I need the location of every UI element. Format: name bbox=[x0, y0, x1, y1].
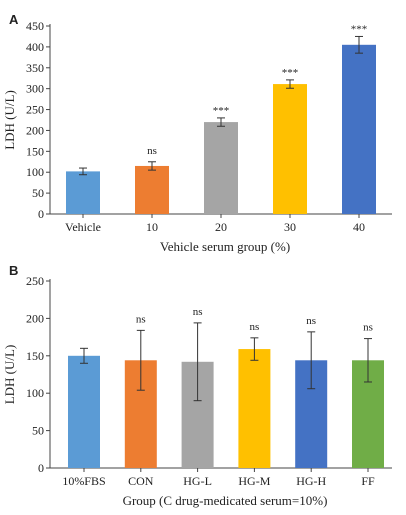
panel-b-category-label-4: HG-H bbox=[296, 474, 326, 488]
panel-b-annotation-3: ns bbox=[250, 321, 260, 333]
panel-b-category-label-1: CON bbox=[128, 474, 154, 488]
panel-b: B 0 50 100 150 200 250 10%FBS ns CON ns HG-L ns HG-M n… bbox=[2, 263, 392, 508]
panel-b-category-label-2: HG-L bbox=[183, 474, 212, 488]
panel-a-x-axis-title: Vehicle serum group (%) bbox=[160, 239, 290, 254]
panel-b-y-tick-label: 0 bbox=[38, 461, 44, 475]
panel-a-annotation-1: ns bbox=[147, 145, 157, 157]
panel-a-annotation-3: *** bbox=[282, 67, 299, 79]
panel-a-bar-0 bbox=[66, 171, 100, 214]
panel-b-x-axis-title: Group (C drug-medicated serum=10%) bbox=[123, 493, 328, 508]
panel-b-error-bar-4 bbox=[307, 331, 316, 390]
panel-a-category-label-3: 30 bbox=[284, 220, 296, 234]
panel-b-error-bar-0 bbox=[80, 347, 88, 364]
panel-b-annotation-1: ns bbox=[136, 313, 146, 325]
panel-a-y-tick-label: 200 bbox=[26, 123, 44, 137]
panel-a-bar-4 bbox=[342, 44, 376, 214]
panel-a-y-tick-label: 450 bbox=[26, 19, 44, 33]
panel-b-category-label-3: HG-M bbox=[238, 474, 270, 488]
panel-a-y-tick-label: 250 bbox=[26, 103, 44, 117]
panel-b-y-tick-label: 200 bbox=[26, 311, 44, 325]
panel-a-annotation-4: *** bbox=[351, 23, 368, 35]
panel-a-category-label-4: 40 bbox=[353, 220, 365, 234]
panel-b-y-tick-label: 50 bbox=[32, 424, 44, 438]
panel-b-y-axis-title: LDH (U/L) bbox=[2, 345, 17, 405]
panel-b-y-tick-label: 150 bbox=[26, 349, 44, 363]
panel-a-annotation-2: *** bbox=[213, 105, 230, 117]
panel-a-letter: A bbox=[9, 12, 19, 27]
panel-b-category-label-5: FF bbox=[361, 474, 375, 488]
panel-a-error-bar-3 bbox=[286, 79, 294, 89]
panel-a-y-tick-label: 400 bbox=[26, 40, 44, 54]
panel-a-y-tick-label: 0 bbox=[38, 207, 44, 221]
panel-b-error-bar-2 bbox=[193, 322, 202, 402]
panel-b-bar-0 bbox=[68, 355, 100, 468]
panel-a-category-label-1: 10 bbox=[146, 220, 158, 234]
panel-a-category-label-2: 20 bbox=[215, 220, 227, 234]
panel-a-category-label-0: Vehicle bbox=[65, 220, 101, 234]
panel-a-bar-2 bbox=[204, 122, 238, 214]
panel-b-annotation-5: ns bbox=[363, 322, 373, 334]
panel-b-y-tick-label: 250 bbox=[26, 274, 44, 288]
panel-a-error-bar-0 bbox=[79, 167, 87, 176]
panel-b-error-bar-5 bbox=[364, 338, 372, 383]
panel-a-error-bar-2 bbox=[217, 117, 225, 127]
panel-a-y-tick-label: 50 bbox=[32, 186, 44, 200]
panel-a-y-axis-title: LDH (U/L) bbox=[2, 90, 17, 150]
panel-a-error-bar-1 bbox=[148, 161, 156, 171]
panel-b-y-tick-label: 100 bbox=[26, 386, 44, 400]
panel-b-error-bar-1 bbox=[136, 329, 145, 391]
panel-a-y-tick-label: 300 bbox=[26, 82, 44, 96]
panel-b-error-bar-3 bbox=[250, 337, 259, 361]
panel-a-y-tick-label: 100 bbox=[26, 165, 44, 179]
panel-b-letter: B bbox=[9, 263, 18, 278]
panel-a-bar-3 bbox=[273, 84, 307, 215]
panel-b-bar-3 bbox=[238, 349, 271, 468]
panel-a-y-tick-label: 150 bbox=[26, 144, 44, 158]
panel-b-category-label-0: 10%FBS bbox=[62, 474, 105, 488]
panel-b-annotation-4: ns bbox=[306, 315, 316, 327]
panel-b-annotation-2: ns bbox=[193, 306, 203, 318]
panel-a-error-bar-4 bbox=[355, 35, 363, 54]
panel-a: A 0 50 100 150 200 250 300 350 400 450 Vehicle ns 10 *… bbox=[2, 12, 392, 254]
panel-a-bar-1 bbox=[135, 165, 169, 214]
panel-a-y-tick-label: 350 bbox=[26, 61, 44, 75]
